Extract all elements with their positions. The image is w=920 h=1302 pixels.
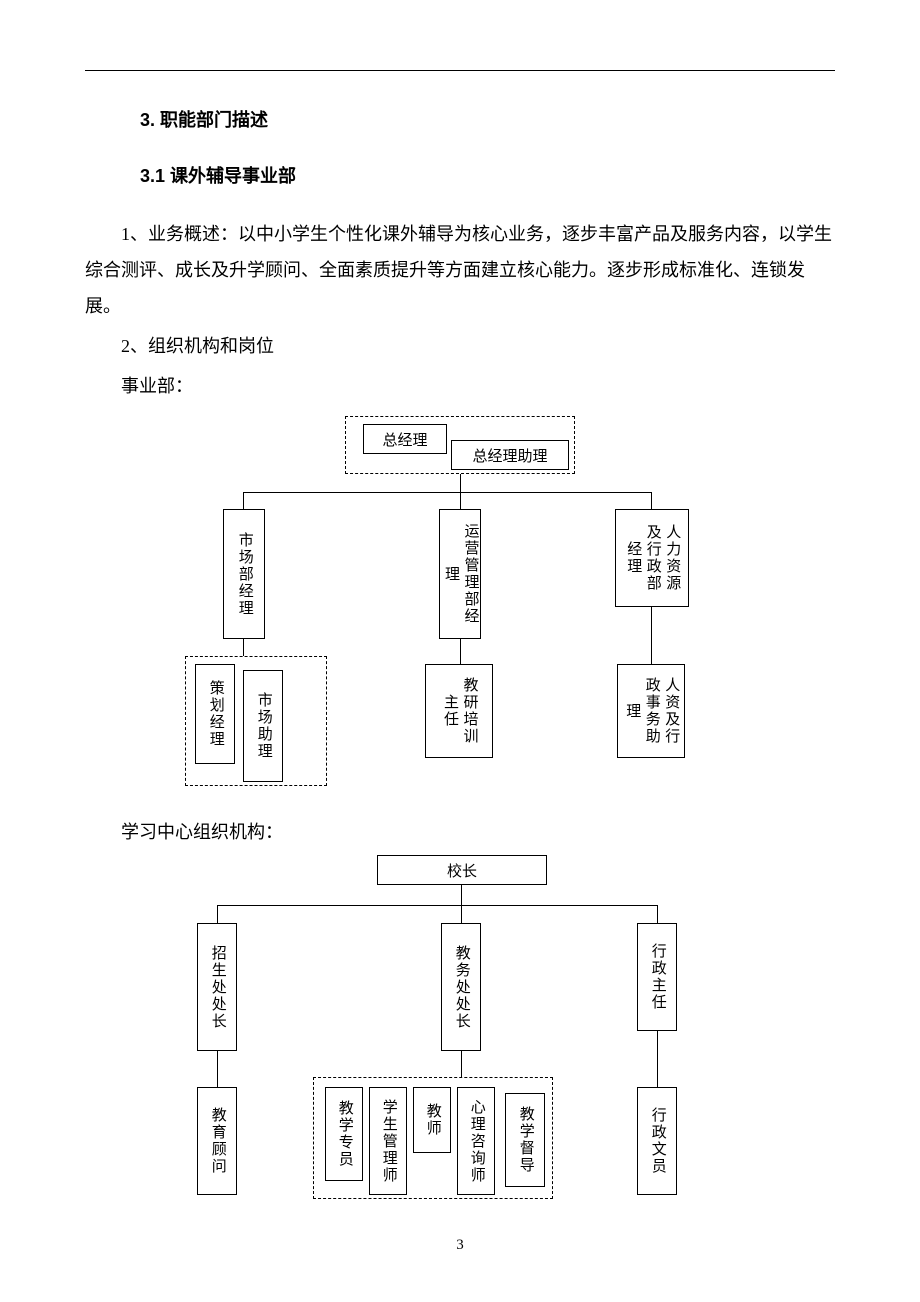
label-division: 事业部： xyxy=(121,368,835,404)
conn-v xyxy=(651,492,652,509)
paragraph-2: 2、组织机构和岗位 xyxy=(85,328,835,364)
section-heading: 3. 职能部门描述 xyxy=(140,106,835,132)
conn-v xyxy=(651,607,652,664)
conn-v xyxy=(461,1051,462,1077)
node-marketing-manager: 市场部经理 xyxy=(223,509,265,639)
conn-v xyxy=(657,905,658,923)
org-chart-division: 总经理 总经理助理 市场部经理 运营管理部经理 人力资源及行政部经理 策划经理 … xyxy=(185,414,725,794)
node-admission-director: 招生处处长 xyxy=(197,923,237,1051)
org-chart-learning-center: 校长 招生处处长 教务处处长 行政主任 教育顾问 教学专员 学生管理师 教师 心… xyxy=(185,855,725,1200)
node-admin-director: 行政主任 xyxy=(637,923,677,1031)
node-principal: 校长 xyxy=(377,855,547,885)
node-operations-manager: 运营管理部经理 xyxy=(439,509,481,639)
node-hr-assistant: 人资及行政事务助理 xyxy=(617,664,685,758)
node-psych-counselor: 心理咨询师 xyxy=(457,1087,495,1195)
conn-v xyxy=(243,639,244,656)
conn-v xyxy=(460,474,461,492)
node-hr-manager: 人力资源及行政部经理 xyxy=(615,509,689,607)
node-teacher: 教师 xyxy=(413,1087,451,1153)
node-gm: 总经理 xyxy=(363,424,447,454)
conn-h xyxy=(243,492,651,493)
conn-v xyxy=(461,905,462,923)
conn-v xyxy=(460,492,461,509)
node-planning-manager: 策划经理 xyxy=(195,664,235,764)
conn-h xyxy=(217,905,657,906)
node-marketing-assistant: 市场助理 xyxy=(243,670,283,782)
conn-v xyxy=(243,492,244,509)
conn-v xyxy=(217,905,218,923)
conn-v xyxy=(461,885,462,905)
conn-v xyxy=(460,639,461,664)
subsection-heading: 3.1 课外辅导事业部 xyxy=(140,162,835,188)
label-learning-center: 学习中心组织机构： xyxy=(121,814,835,850)
conn-v xyxy=(217,1051,218,1087)
node-admin-clerk: 行政文员 xyxy=(637,1087,677,1195)
paragraph-1: 1、业务概述：以中小学生个性化课外辅导为核心业务，逐步丰富产品及服务内容，以学生… xyxy=(85,216,835,324)
node-teaching-supervisor: 教学督导 xyxy=(505,1093,545,1187)
node-education-consultant: 教育顾问 xyxy=(197,1087,237,1195)
conn-v xyxy=(657,1031,658,1087)
node-teaching-specialist: 教学专员 xyxy=(325,1087,363,1181)
header-rule xyxy=(85,70,835,71)
page-number: 3 xyxy=(0,1237,920,1254)
node-training-director: 教研培训主任 xyxy=(425,664,493,758)
node-academic-director: 教务处处长 xyxy=(441,923,481,1051)
node-student-manager: 学生管理师 xyxy=(369,1087,407,1195)
node-gm-assistant: 总经理助理 xyxy=(451,440,569,470)
